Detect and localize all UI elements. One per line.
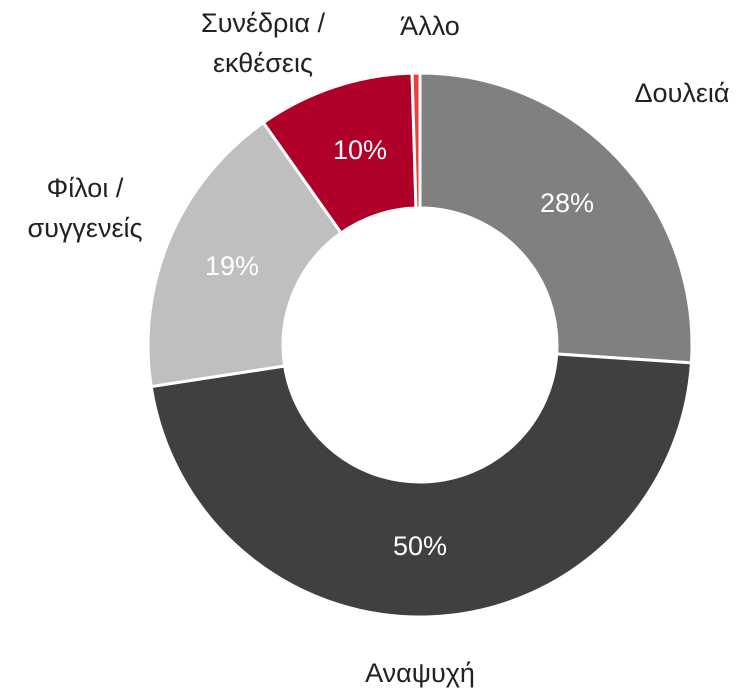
- category-label: Συνέδρια / εκθέσεις: [201, 8, 325, 78]
- donut-slice: [146, 120, 344, 389]
- donut-slice: [149, 352, 694, 619]
- category-label-line: Φίλοι /: [47, 173, 124, 203]
- category-label-line: συγγενείς: [27, 213, 142, 243]
- value-label: 28%: [540, 188, 594, 218]
- donut-slice: [410, 71, 422, 210]
- category-label-line: Συνέδρια /: [201, 8, 325, 38]
- category-label-line: εκθέσεις: [213, 48, 313, 78]
- value-label: 10%: [333, 135, 387, 165]
- donut-slice: [418, 71, 694, 365]
- category-label: Άλλο: [400, 11, 460, 41]
- category-label: Αναψυχή: [365, 658, 475, 688]
- value-label: 19%: [205, 251, 259, 281]
- category-label: Φίλοι / συγγενείς: [27, 173, 142, 243]
- category-label-line: Αναψυχή: [365, 658, 475, 688]
- category-label: Δουλειά: [635, 78, 730, 108]
- category-label-line: Δουλειά: [635, 78, 730, 108]
- category-label-line: Άλλο: [400, 11, 460, 41]
- value-label: 50%: [393, 531, 447, 561]
